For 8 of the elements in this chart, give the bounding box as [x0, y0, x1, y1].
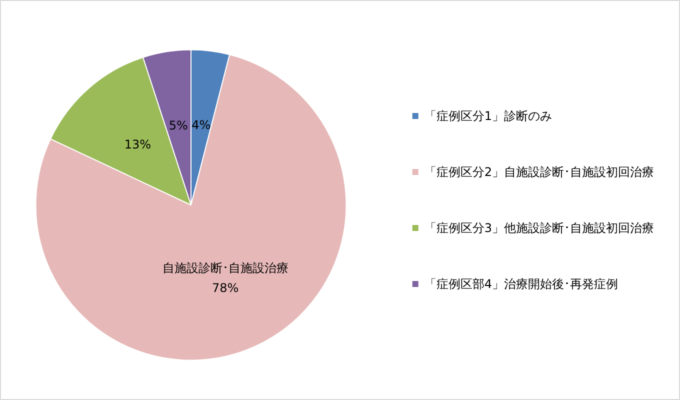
- legend-label: 「症例区分2」自施設診断･自施設初回治療: [424, 165, 654, 179]
- legend-label: 「症例区部4」治療開始後･再発症例: [424, 277, 618, 291]
- data-label: 5%: [168, 118, 188, 132]
- legend-label: 「症例区分1」診断のみ: [424, 109, 552, 123]
- data-label: 4%: [192, 118, 211, 132]
- legend-label: 「症例区分3」他施設診断･自施設初回治療: [424, 221, 654, 235]
- data-label: 13%: [124, 138, 152, 152]
- data-label: 自施設診断･自施設治療 78%: [162, 260, 288, 295]
